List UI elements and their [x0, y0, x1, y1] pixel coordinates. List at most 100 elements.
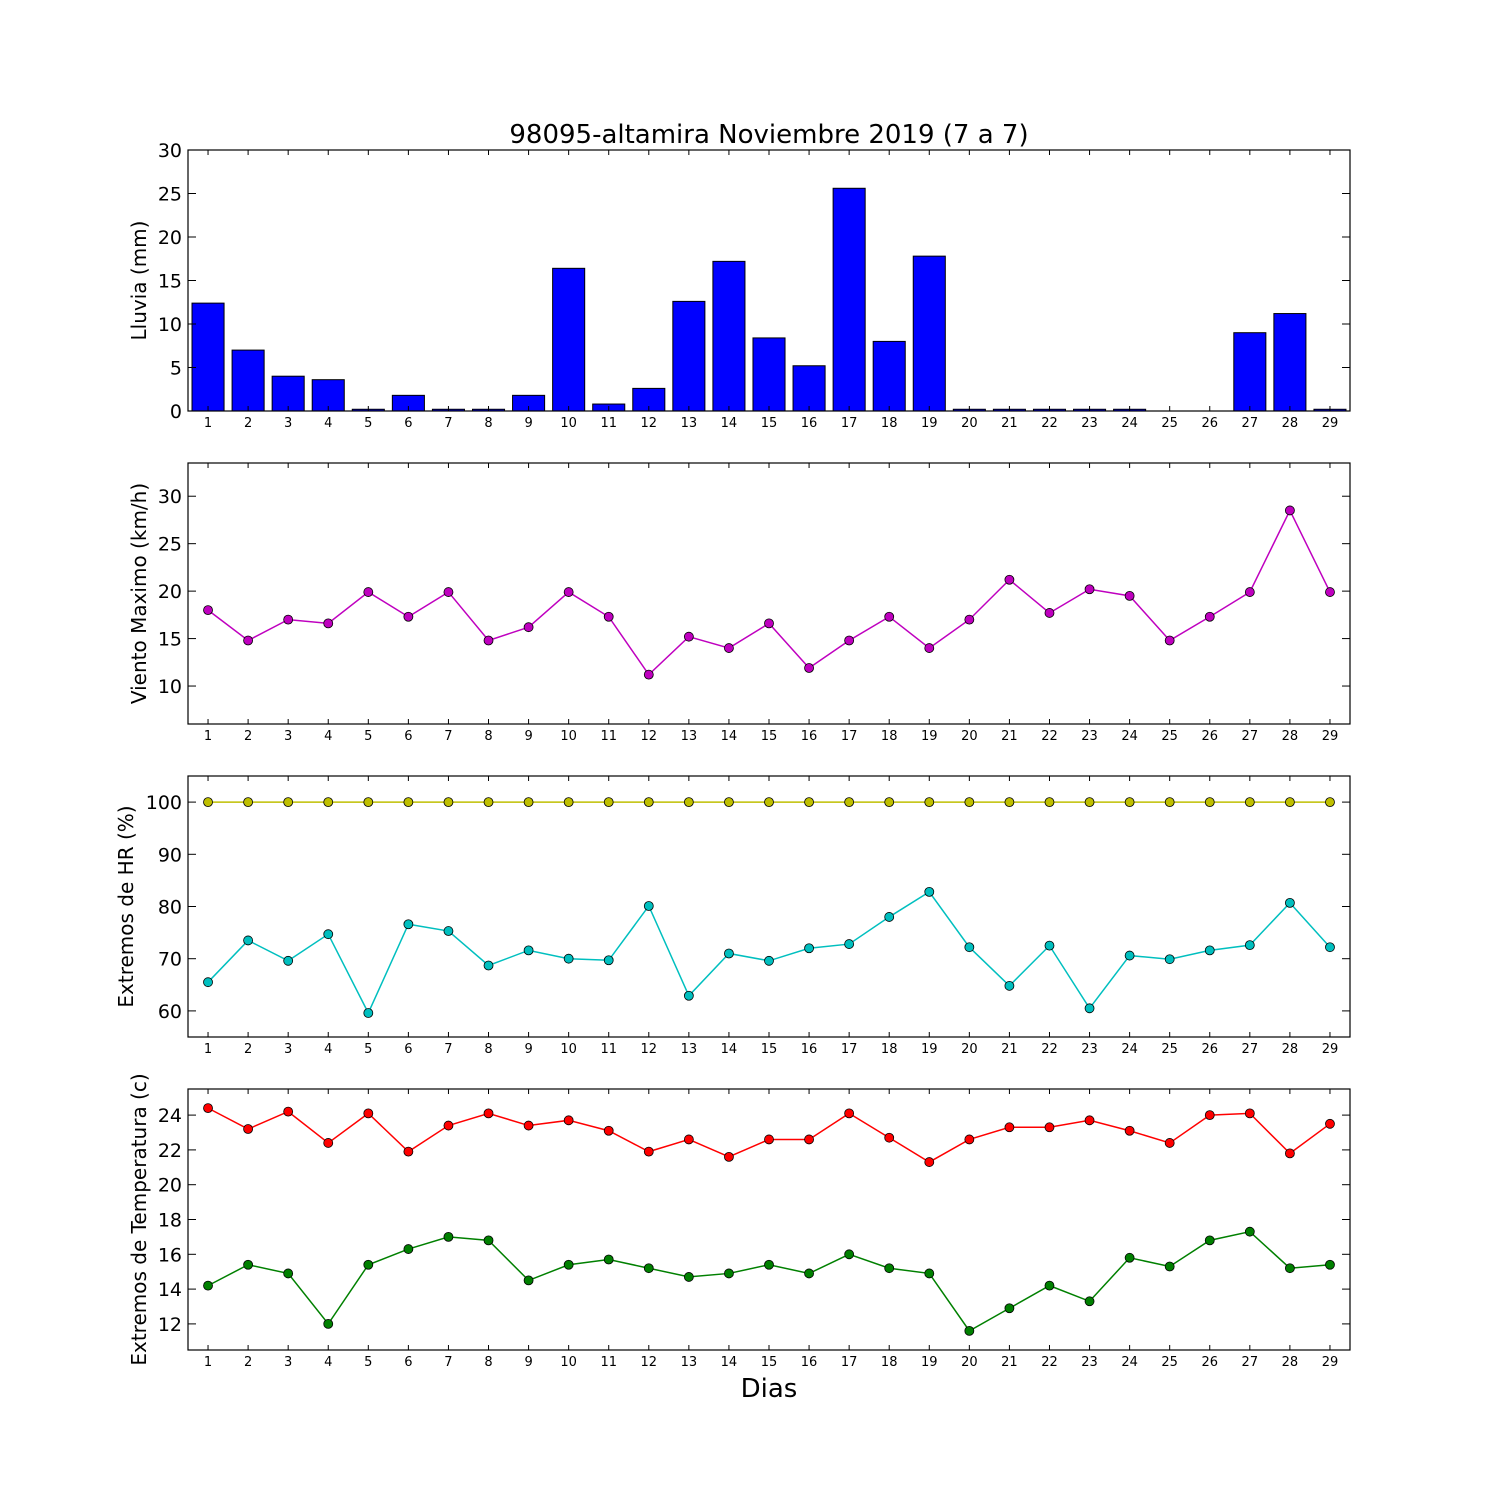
point-day-29	[1325, 1259, 1335, 1270]
x-tick-label: 21	[1001, 729, 1018, 744]
x-tick-label: 26	[1201, 729, 1218, 744]
point-day-22	[1044, 608, 1055, 618]
point-day-1	[203, 1103, 213, 1114]
point-day-24	[1124, 797, 1135, 807]
chart-title: 98095-altamira Noviembre 2019 (7 a 7)	[509, 120, 1028, 150]
x-tick-label: 11	[600, 1355, 617, 1370]
point-day-15	[764, 797, 774, 807]
x-tick-label: 12	[641, 416, 658, 431]
point-day-23	[1084, 584, 1095, 595]
x-tick-label: 14	[721, 416, 738, 431]
point-day-7	[443, 587, 454, 597]
point-day-7	[443, 1120, 454, 1131]
point-day-5	[363, 1108, 374, 1119]
point-day-3	[283, 1106, 294, 1117]
x-tick-label: 29	[1322, 1355, 1339, 1370]
y-tick-label: 20	[158, 1175, 182, 1197]
point-day-18	[884, 912, 895, 922]
point-day-4	[323, 618, 334, 629]
point-day-16	[804, 943, 814, 954]
x-tick-label: 18	[881, 729, 898, 744]
x-tick-label: 24	[1121, 416, 1138, 431]
point-day-1	[203, 797, 213, 807]
point-day-14	[724, 948, 734, 959]
x-tick-label: 6	[404, 1042, 412, 1057]
point-day-26	[1204, 1235, 1215, 1246]
x-axis-label: Dias	[741, 1374, 798, 1404]
point-day-27	[1244, 1108, 1255, 1119]
point-day-23	[1084, 1296, 1095, 1307]
point-day-25	[1164, 1261, 1175, 1272]
x-tick-label: 29	[1322, 1042, 1339, 1057]
point-day-9	[523, 622, 534, 633]
x-tick-label: 17	[841, 729, 858, 744]
x-tick-label: 20	[961, 1042, 978, 1057]
x-tick-label: 18	[881, 416, 898, 431]
y-tick-label: 12	[158, 1314, 182, 1336]
y-tick-label: 30	[158, 140, 182, 162]
point-day-3	[283, 797, 294, 807]
bar-day-17	[832, 187, 866, 412]
x-tick-label: 14	[721, 1042, 738, 1057]
x-tick-label: 17	[841, 1355, 858, 1370]
point-day-23	[1084, 797, 1095, 807]
x-tick-label: 28	[1282, 416, 1299, 431]
point-day-17	[844, 1108, 855, 1119]
y-tick-label: 5	[170, 358, 182, 380]
point-day-3	[283, 955, 294, 966]
y-tick-label: 20	[158, 227, 182, 249]
x-tick-label: 25	[1161, 1042, 1178, 1057]
x-tick-label: 25	[1161, 416, 1178, 431]
x-tick-label: 24	[1121, 729, 1138, 744]
point-day-15	[764, 1134, 774, 1145]
point-day-13	[683, 797, 694, 807]
x-tick-label: 29	[1322, 729, 1339, 744]
x-tick-label: 15	[761, 416, 778, 431]
point-day-29	[1325, 587, 1335, 597]
x-tick-label: 18	[881, 1355, 898, 1370]
point-day-29	[1325, 1118, 1335, 1129]
x-tick-label: 22	[1041, 1042, 1058, 1057]
axes-frame	[187, 775, 1351, 1038]
y-tick-label: 16	[158, 1244, 182, 1266]
point-day-1	[203, 977, 213, 988]
point-day-13	[683, 1272, 694, 1282]
point-day-19	[924, 797, 935, 807]
x-tick-label: 27	[1242, 1355, 1259, 1370]
point-day-10	[563, 953, 574, 964]
point-day-5	[363, 587, 374, 597]
x-tick-label: 9	[524, 1042, 532, 1057]
x-tick-label: 12	[641, 1355, 658, 1370]
point-day-1	[203, 1280, 213, 1291]
x-tick-label: 11	[600, 729, 617, 744]
panel-2: 1 2 3 4 5 6 7 8 9 10 11 12 13 14 15 16 17 18 19 20 21 22 23 24 2…	[127, 462, 1351, 744]
y-tick-label: 60	[158, 1001, 182, 1023]
x-tick-label: 10	[560, 729, 577, 744]
x-tick-label: 22	[1041, 416, 1058, 431]
point-day-17	[844, 939, 855, 949]
point-day-6	[403, 1244, 414, 1254]
x-tick-label: 3	[284, 1042, 292, 1057]
point-day-2	[243, 1124, 254, 1134]
x-tick-label: 20	[961, 1355, 978, 1370]
x-tick-label: 20	[961, 729, 978, 744]
point-day-6	[403, 797, 414, 807]
point-day-23	[1084, 1115, 1095, 1126]
y-tick-label: 14	[158, 1279, 182, 1301]
point-day-28	[1285, 1263, 1295, 1274]
x-tick-label: 19	[921, 729, 938, 744]
x-tick-label: 1	[204, 1355, 212, 1370]
x-tick-label: 24	[1121, 1042, 1138, 1057]
x-tick-label: 13	[681, 1355, 698, 1370]
series-line	[207, 890, 1331, 1015]
x-tick-label: 5	[364, 729, 372, 744]
point-day-28	[1285, 505, 1295, 516]
x-tick-label: 26	[1201, 1355, 1218, 1370]
x-tick-label: 2	[244, 1042, 252, 1057]
point-day-25	[1164, 954, 1175, 965]
bar-day-18	[872, 340, 906, 412]
x-tick-label: 2	[244, 416, 252, 431]
x-tick-label: 22	[1041, 1355, 1058, 1370]
point-day-15	[764, 618, 774, 629]
